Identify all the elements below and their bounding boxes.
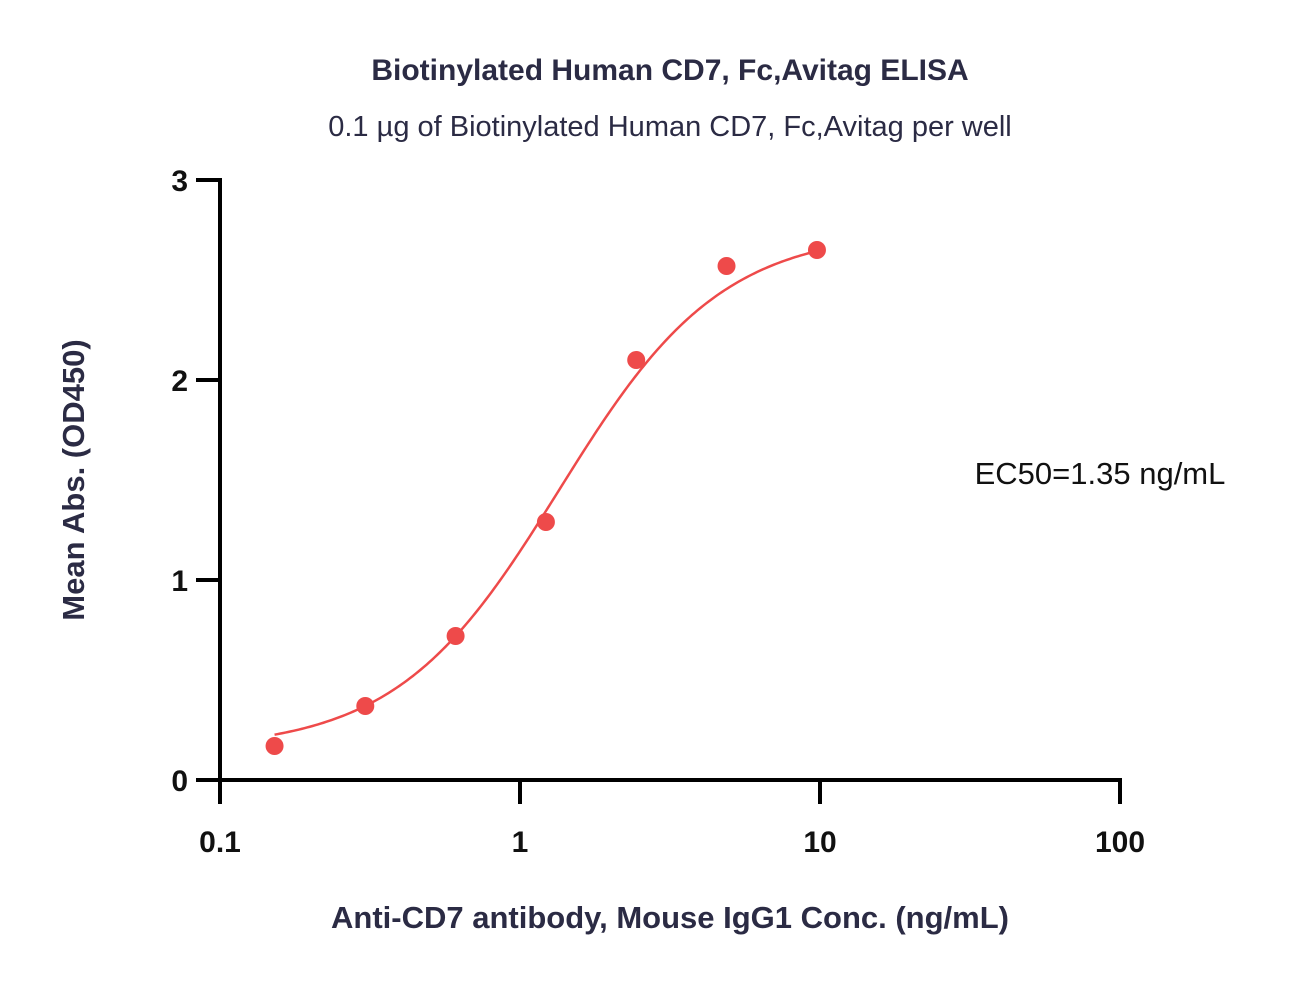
x-tick-label: 100 bbox=[1095, 826, 1145, 859]
y-tick-label: 3 bbox=[171, 165, 188, 198]
data-point bbox=[265, 737, 284, 755]
x-tick-label: 0.1 bbox=[199, 826, 241, 859]
y-tick-label: 2 bbox=[171, 365, 188, 398]
data-points bbox=[265, 241, 826, 755]
y-tick-label: 1 bbox=[171, 565, 188, 598]
data-point bbox=[356, 697, 375, 715]
x-tick-label: 10 bbox=[803, 826, 836, 859]
y-axis-label: Mean Abs. (OD450) bbox=[56, 339, 91, 620]
data-point bbox=[717, 257, 736, 275]
fit-curve bbox=[274, 249, 818, 736]
chart-title: Biotinylated Human CD7, Fc,Avitag ELISA bbox=[371, 54, 968, 87]
data-point bbox=[807, 241, 826, 259]
data-point bbox=[536, 513, 555, 531]
chart-subtitle: 0.1 µg of Biotinylated Human CD7, Fc,Avi… bbox=[328, 111, 1012, 143]
x-axis-label: Anti-CD7 antibody, Mouse IgG1 Conc. (ng/… bbox=[331, 900, 1009, 935]
axis-ticks: 0 1 2 3 0.1 1 10 100 bbox=[171, 165, 1145, 859]
ec50-annotation: EC50=1.35 ng/mL bbox=[975, 456, 1226, 491]
data-point bbox=[627, 351, 646, 369]
axes bbox=[218, 178, 1122, 782]
y-tick-label: 0 bbox=[171, 765, 188, 798]
data-point bbox=[446, 627, 465, 645]
x-tick-label: 1 bbox=[512, 826, 529, 859]
fit-curve-layer bbox=[274, 249, 818, 736]
